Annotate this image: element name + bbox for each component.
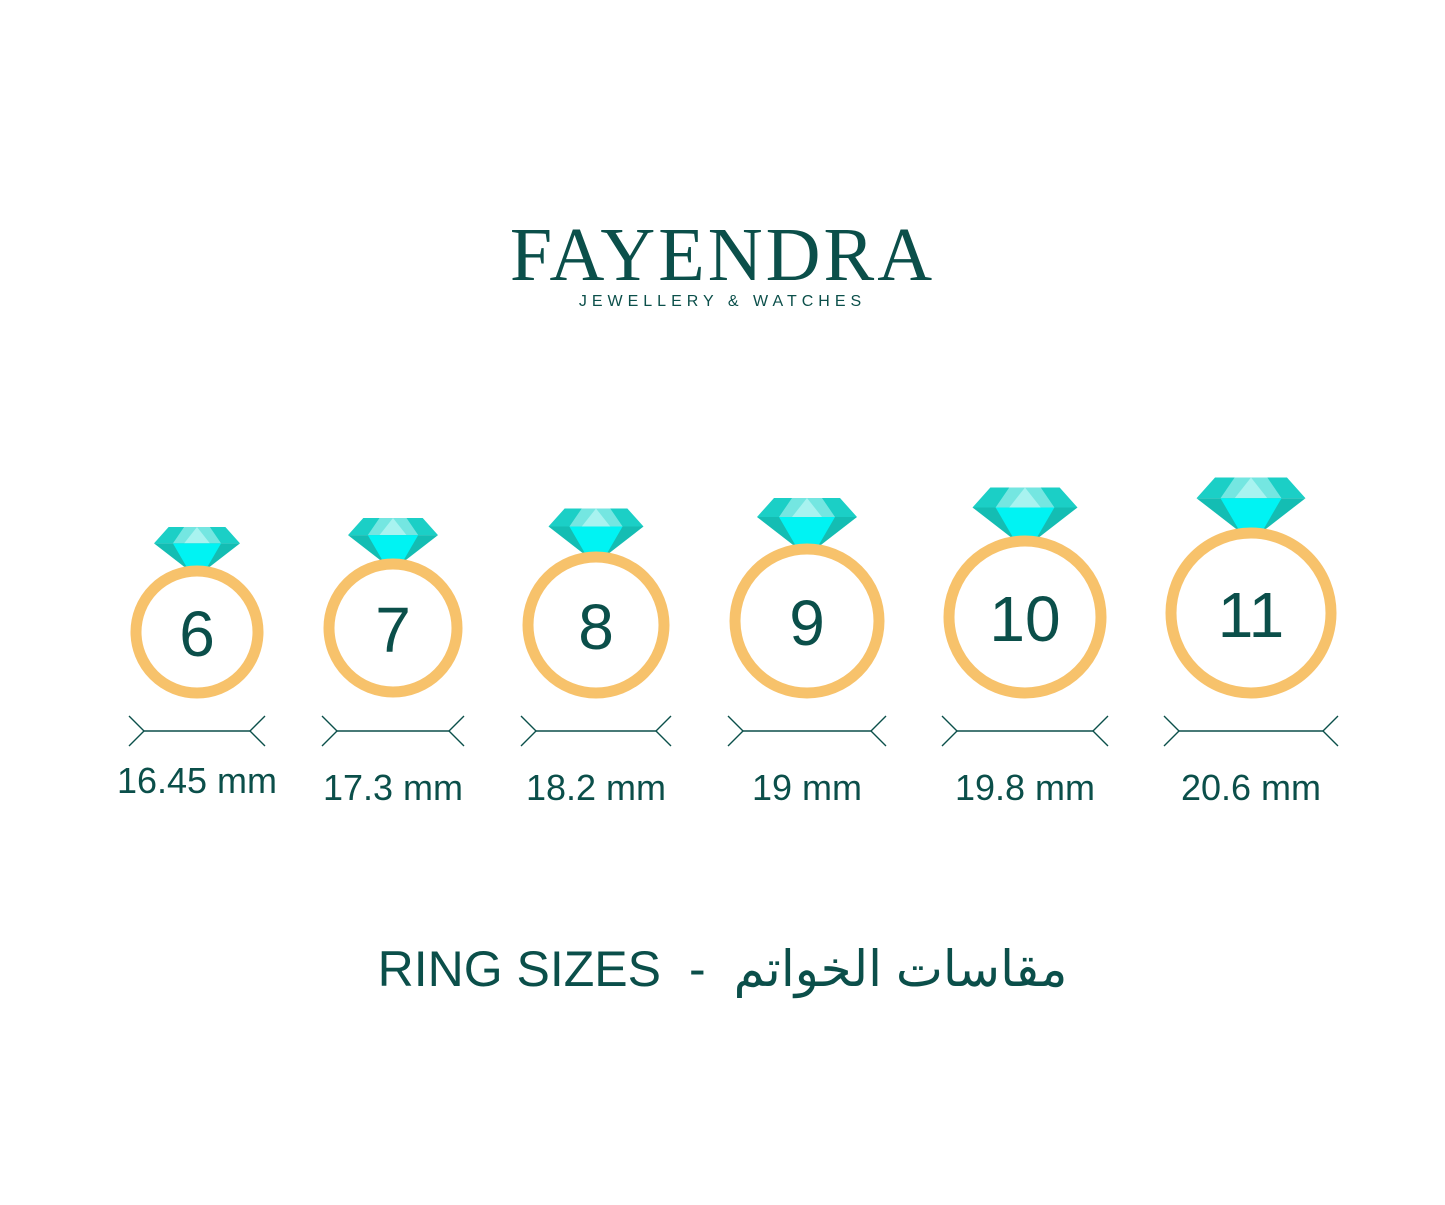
diameter-arrow: [1163, 715, 1339, 747]
diamond-icon: [757, 498, 857, 548]
diamond-icon: [548, 508, 644, 556]
ring-size-9: 9: [727, 498, 887, 747]
ring-band: [323, 558, 463, 698]
diameter-label: 19.8 mm: [954, 767, 1096, 808]
title-arabic: مقاسات الخواتم: [733, 941, 1068, 997]
ring-size-8: 8: [520, 508, 672, 747]
diameter-label: 18.2 mm: [525, 767, 667, 808]
ring-size-number: 11: [1218, 579, 1284, 651]
ring-size-number: 10: [989, 583, 1060, 655]
brand-tagline: JEWELLERY & WATCHES: [578, 293, 867, 310]
diameter-arrow: [520, 715, 672, 747]
ring-size-number: 9: [789, 587, 825, 659]
diameter-label: 20.6 mm: [1180, 767, 1322, 808]
ring-size-number: 6: [179, 598, 215, 670]
chart-title: RING SIZES - مقاسات الخواتم: [0, 940, 1445, 998]
diamond-icon: [348, 518, 438, 563]
ring-band: [1165, 527, 1337, 699]
diameter-arrow: [321, 715, 465, 747]
ring-band: [943, 535, 1107, 699]
ring-size-number: 7: [375, 594, 411, 666]
diameter-arrow: [128, 715, 266, 747]
diameter-arrow: [727, 715, 887, 747]
ring-size-number: 8: [578, 591, 614, 663]
diamond-icon: [1196, 477, 1306, 532]
ring-size-11: 11: [1163, 477, 1339, 747]
diameter-label: 17.3 mm: [322, 767, 464, 808]
ring-band: [729, 543, 885, 699]
diamond-icon: [154, 527, 240, 570]
ring-band: [130, 565, 264, 699]
title-separator: -: [689, 941, 706, 997]
diameter-label: 19 mm: [751, 767, 863, 808]
diamond-icon: [972, 487, 1078, 540]
ring-size-6: 6: [128, 527, 266, 747]
title-english: RING SIZES: [377, 941, 661, 997]
brand-logo: FAYENDRA: [509, 213, 936, 297]
ring-size-10: 10: [941, 487, 1109, 747]
diameter-arrow: [941, 715, 1109, 747]
ring-band: [522, 551, 670, 699]
diameter-label: 16.45 mm: [116, 760, 278, 801]
ring-size-7: 7: [321, 518, 465, 747]
